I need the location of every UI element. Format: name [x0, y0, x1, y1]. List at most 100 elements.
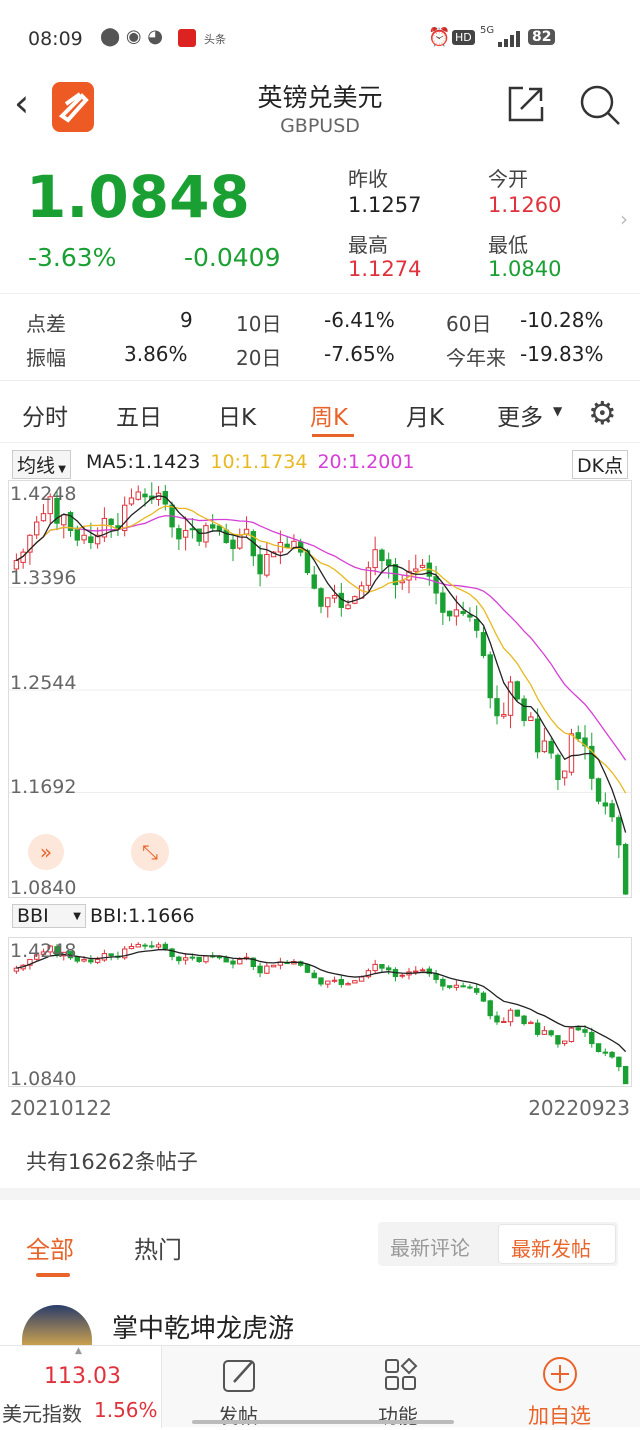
candle-down — [467, 614, 473, 618]
sort-latest-post[interactable]: 最新发帖 — [498, 1224, 616, 1264]
section-divider — [0, 1188, 640, 1200]
candle-down — [480, 632, 487, 657]
candle-up — [541, 1030, 548, 1035]
candle-down — [514, 681, 521, 700]
indicator-label: BBI — [17, 905, 49, 927]
post-button[interactable]: 发帖 — [200, 1352, 280, 1428]
candle-up — [568, 733, 575, 773]
avatar[interactable] — [22, 1305, 92, 1345]
candle-up — [501, 1021, 507, 1023]
stat-value: -10.28% — [520, 308, 604, 332]
tab-weekly-k[interactable]: 周K — [310, 405, 349, 431]
chevron-right-icon[interactable]: › — [620, 207, 628, 231]
dk-point-button[interactable]: DK点 — [572, 450, 629, 479]
page-title: 英镑兑美元 — [257, 83, 383, 112]
candle-up — [13, 560, 20, 570]
share-icon[interactable] — [507, 85, 545, 123]
candle-down — [616, 817, 622, 846]
candle-up — [135, 491, 141, 500]
back-button[interactable]: ‹ — [14, 81, 30, 125]
tab-hot-posts[interactable]: 热门 — [134, 1236, 182, 1264]
tab-five-day[interactable]: 五日 — [116, 405, 162, 431]
candle-down — [602, 1051, 609, 1054]
y-tick: 1.0840 — [10, 1068, 77, 1090]
bbi-chart[interactable] — [8, 937, 632, 1087]
candle-up — [128, 497, 135, 505]
post-count: 共有16262条帖子 — [26, 1150, 198, 1174]
ma-values: MA5:1.1423 10:1.1734 20:1.2001 — [86, 451, 415, 473]
tab-more[interactable]: 更多 — [497, 405, 543, 431]
high-value: 1.1274 — [348, 257, 422, 281]
y-tick: 1.3396 — [10, 567, 77, 589]
candle-up — [453, 984, 460, 988]
candle-down — [548, 740, 554, 754]
y-tick: 1.0840 — [10, 877, 77, 899]
candle-up — [561, 1040, 568, 1044]
usd-index-widget[interactable]: ▲ 113.03 美元指数 1.56% — [0, 1346, 162, 1428]
candle-down — [473, 618, 480, 631]
candle-down — [480, 992, 487, 1002]
candle-up — [528, 716, 534, 722]
candle-up — [345, 604, 351, 610]
candle-up — [33, 954, 40, 960]
candle-down — [433, 576, 439, 594]
ma5-value: MA5:1.1423 — [86, 451, 201, 473]
high-label: 最高 — [348, 233, 388, 257]
candle-down — [162, 943, 169, 950]
last-price: 1.0848 — [26, 163, 250, 231]
candle-up — [399, 974, 405, 977]
functions-button[interactable]: 功能 — [360, 1352, 440, 1428]
candle-down — [338, 979, 345, 985]
candle-up — [541, 740, 548, 753]
kline-chart[interactable] — [8, 480, 632, 898]
candle-down — [494, 1015, 500, 1023]
functions-label: 功能 — [378, 1404, 418, 1428]
candle-up — [47, 945, 53, 953]
candle-up — [372, 549, 378, 569]
ma-legend: 均线 ▼ MA5:1.1423 10:1.1734 20:1.2001 DK点 — [0, 450, 640, 479]
fullscreen-button[interactable]: ⤡ — [131, 833, 169, 871]
ma-selector[interactable]: 均线 ▼ — [12, 450, 71, 479]
candle-down — [446, 985, 453, 988]
y-tick: 1.4248 — [10, 940, 77, 962]
post-author[interactable]: 掌中乾坤龙虎游 — [112, 1314, 295, 1344]
candle-down — [223, 529, 229, 544]
bbi-value: BBI:1.1666 — [90, 905, 195, 927]
tab-monthly-k[interactable]: 月K — [406, 405, 445, 431]
candle-down — [385, 559, 392, 566]
expand-left-button[interactable]: » — [28, 834, 64, 870]
gear-icon[interactable]: ⚙ — [588, 394, 617, 432]
candle-up — [94, 958, 101, 963]
candle-up — [331, 979, 338, 982]
tab-intraday[interactable]: 分时 — [22, 405, 68, 431]
tab-daily-k[interactable]: 日K — [218, 405, 257, 431]
indicator-selector[interactable]: BBI ▼ — [12, 904, 86, 928]
ma20-value: 20:1.2001 — [317, 451, 415, 473]
candle-down — [284, 543, 290, 548]
candle-up — [40, 951, 47, 955]
x-start-date: 20210122 — [10, 1096, 112, 1120]
edit-icon — [223, 1360, 255, 1392]
candle-up — [81, 534, 87, 541]
sort-latest-comment[interactable]: 最新评论 — [390, 1236, 470, 1260]
candle-down — [209, 524, 216, 529]
stat-label: 20日 — [236, 346, 282, 370]
change-value: -0.0409 — [184, 243, 281, 272]
y-tick: 1.1692 — [10, 776, 77, 798]
stat-value: -19.83% — [520, 342, 604, 366]
add-watchlist-button[interactable]: 加自选 — [520, 1352, 600, 1428]
candle-down — [318, 977, 324, 985]
app-badge: 头条 — [204, 33, 226, 46]
candle-down — [446, 610, 453, 617]
candle-up — [568, 1027, 575, 1042]
candle-down — [460, 985, 466, 988]
search-icon[interactable] — [578, 83, 622, 127]
candle-down — [311, 574, 317, 589]
candle-up — [264, 554, 270, 576]
candle-up — [358, 976, 365, 982]
status-bar: 08:09 ⬤ ◉ ◕ 头条 ⏰ HD 5G 82 — [0, 0, 640, 75]
tab-all-posts[interactable]: 全部 — [26, 1236, 74, 1264]
candle-down — [534, 1022, 541, 1035]
candle-up — [182, 957, 189, 961]
candle-up — [27, 958, 33, 966]
